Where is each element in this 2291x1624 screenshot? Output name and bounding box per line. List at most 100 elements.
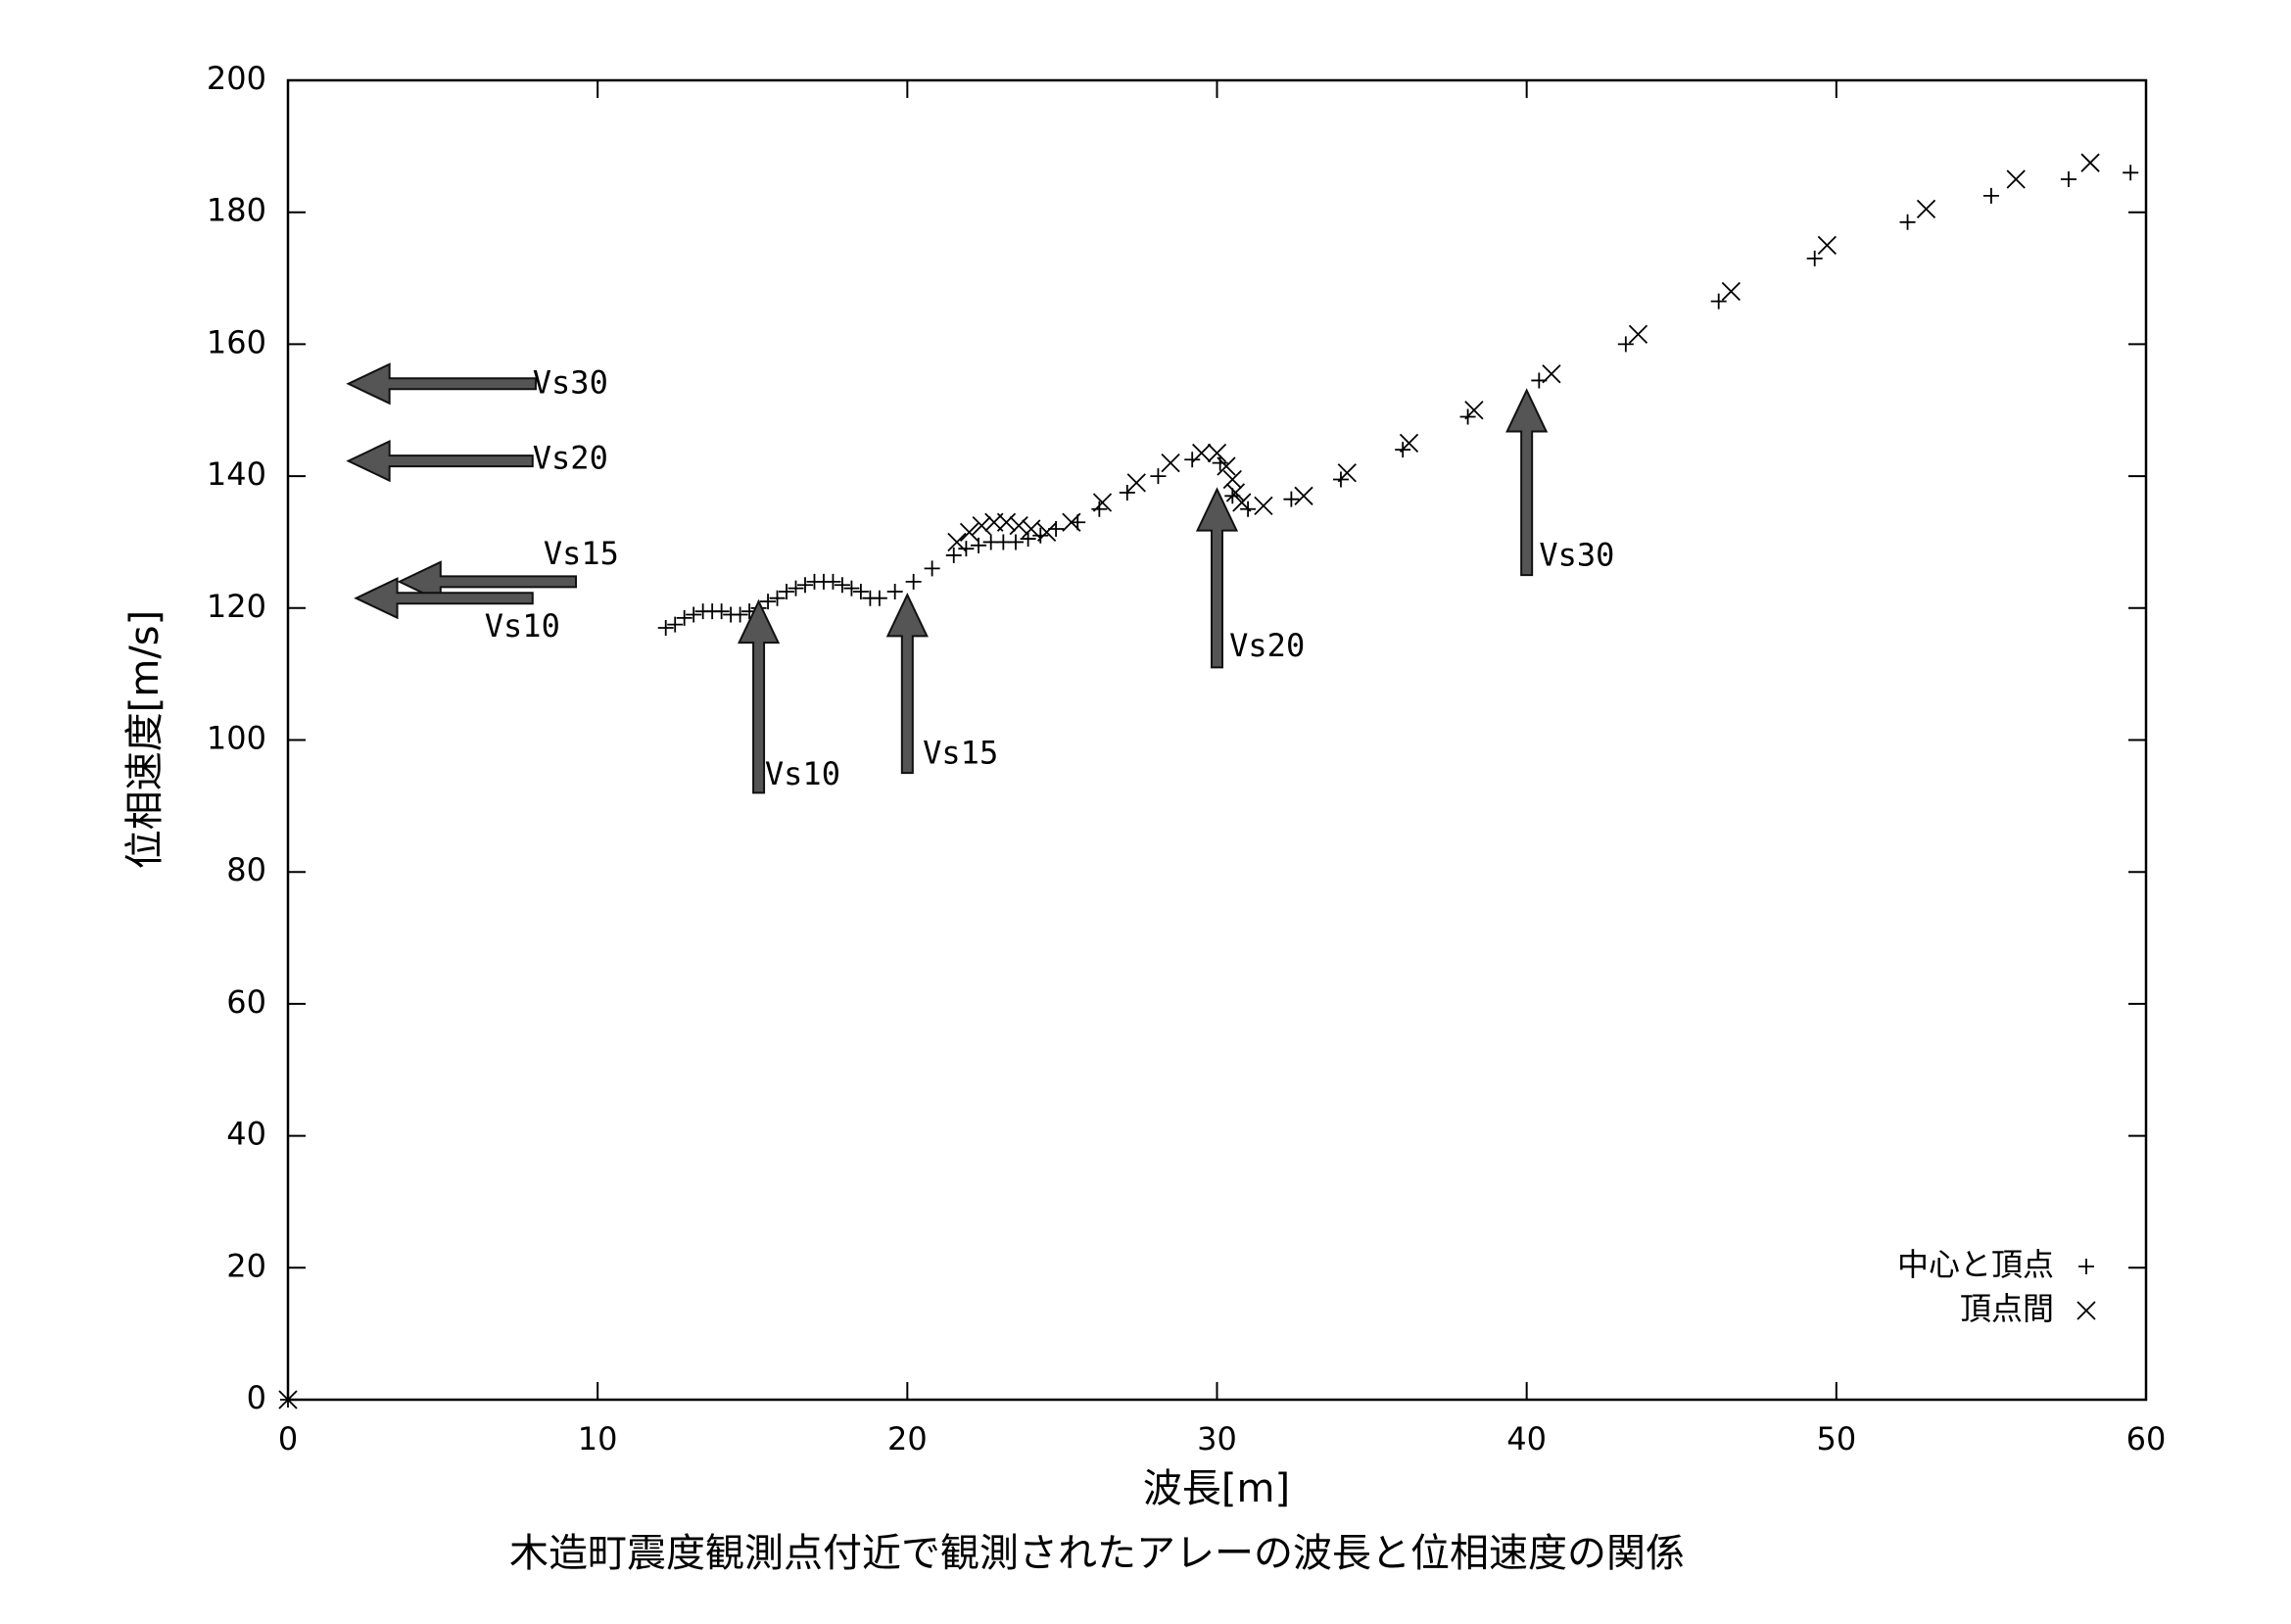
point (796, 577, 813, 594)
point (1337, 463, 1357, 483)
point (1126, 473, 1146, 493)
point (760, 594, 777, 610)
point (278, 1390, 298, 1409)
point (2080, 153, 2100, 172)
point (1092, 493, 1113, 512)
point (871, 590, 887, 606)
annotation-arrow (354, 577, 534, 620)
point (1036, 522, 1057, 542)
point (843, 580, 860, 597)
point (686, 606, 702, 623)
point (713, 603, 730, 620)
point (1982, 187, 1999, 204)
point (2123, 165, 2139, 181)
y-tick-label: 200 (207, 60, 266, 97)
point (657, 620, 674, 637)
annotation-arrow (1195, 487, 1239, 669)
point (667, 616, 684, 633)
point (825, 573, 841, 590)
point (852, 583, 869, 599)
x-tick-label: 20 (887, 1420, 928, 1457)
point (924, 560, 940, 577)
point (788, 580, 804, 597)
annotation-label: Vs20 (533, 439, 608, 476)
y-tick-label: 60 (226, 983, 266, 1021)
x-tick-label: 50 (1816, 1420, 1856, 1457)
annotation-label: Vs30 (533, 363, 608, 401)
annotation-label: Vs20 (1229, 627, 1305, 664)
point (1232, 493, 1252, 512)
point (1184, 452, 1201, 468)
point (1399, 433, 1419, 454)
annotation-label: Vs10 (485, 607, 560, 645)
point (1283, 491, 1300, 507)
point (1161, 453, 1180, 473)
point (779, 583, 795, 599)
point (1009, 515, 1028, 536)
point (2060, 171, 2076, 188)
point (1032, 527, 1049, 544)
point (1217, 456, 1236, 476)
point (959, 522, 979, 542)
annotation-arrow (737, 598, 781, 794)
point (1294, 486, 1313, 505)
point (945, 547, 962, 563)
x-tick-label: 40 (1506, 1420, 1547, 1457)
legend-marker (2076, 1301, 2096, 1320)
point (1617, 336, 1634, 353)
legend-label: 中心と頂点 (1897, 1246, 2054, 1283)
point (1091, 501, 1108, 517)
point (1628, 324, 1648, 344)
x-tick-label: 30 (1197, 1420, 1237, 1457)
point (769, 590, 786, 606)
point (1222, 469, 1242, 490)
point (1710, 293, 1727, 310)
y-tick-label: 160 (207, 323, 266, 360)
y-axis-label: 位相速度[m/s] (122, 610, 167, 870)
point (1899, 214, 1916, 230)
point (886, 583, 903, 599)
annotation-label: Vs15 (544, 535, 619, 572)
y-tick-label: 80 (226, 851, 266, 888)
point (676, 609, 692, 626)
chart-title: 木造町震度観測点付近で観測されたアレーの波長と位相速度の関係 (509, 1531, 1685, 1576)
y-tick-label: 180 (207, 192, 266, 229)
y-tick-label: 20 (226, 1247, 266, 1284)
annotation-arrow (346, 440, 534, 483)
legend-marker (2078, 1259, 2094, 1274)
point (1150, 468, 1167, 485)
annotation-arrow (397, 560, 578, 603)
point (1806, 250, 1823, 266)
y-tick-label: 40 (226, 1116, 266, 1153)
annotation-label: Vs10 (765, 755, 840, 792)
point (958, 541, 975, 557)
annotation-label: Vs15 (923, 734, 998, 771)
point (2006, 169, 2026, 189)
point (1212, 454, 1228, 471)
point (1207, 443, 1227, 463)
y-tick-label: 120 (207, 588, 266, 625)
y-tick-label: 0 (247, 1379, 266, 1416)
annotation-arrow (1505, 388, 1549, 577)
point (1225, 483, 1246, 502)
y-tick-label: 140 (207, 455, 266, 493)
point (947, 532, 967, 552)
point (1721, 281, 1741, 302)
point (1817, 235, 1837, 256)
point (1192, 443, 1212, 463)
point (834, 577, 850, 594)
x-tick-label: 10 (578, 1420, 618, 1457)
plot-frame (286, 78, 2148, 1402)
x-axis-label: 波長[m] (1143, 1466, 1290, 1511)
point (732, 606, 748, 623)
point (1254, 496, 1273, 516)
x-tick-label: 60 (2126, 1420, 2167, 1457)
annotation-arrow (885, 593, 929, 775)
y-tick-label: 100 (207, 720, 266, 757)
point (972, 515, 991, 536)
annotation-label: Vs30 (1539, 536, 1614, 573)
point (1020, 531, 1036, 548)
point (905, 573, 922, 590)
point (1119, 484, 1135, 501)
